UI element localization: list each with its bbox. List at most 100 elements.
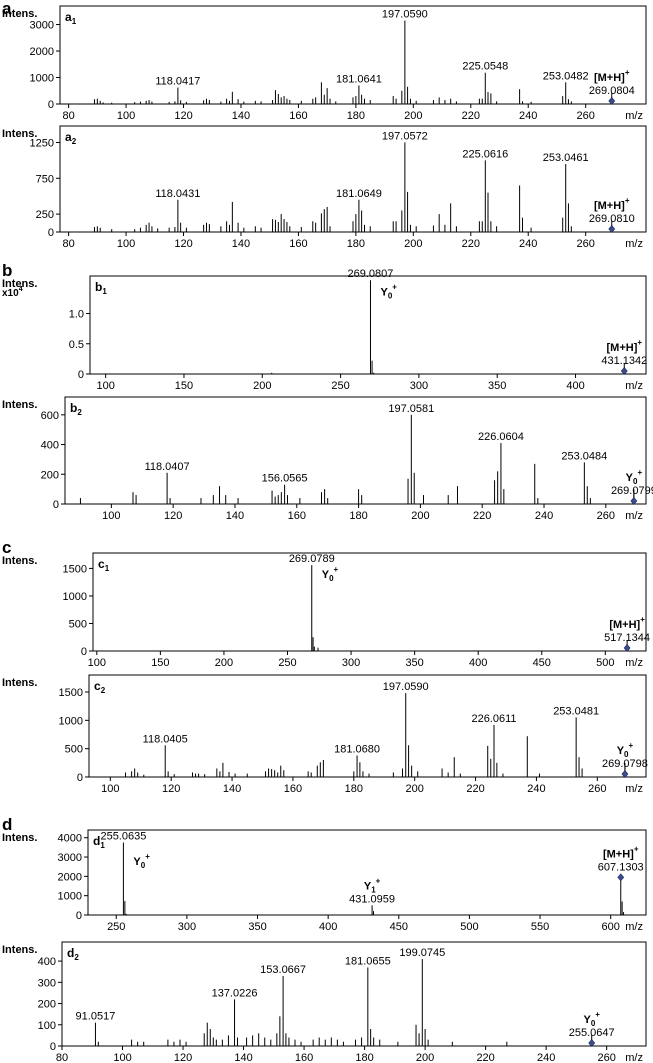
y-axis-label: Intens. (2, 8, 37, 20)
x-tick-label: 160 (295, 1052, 313, 1063)
x-tick-label: 220 (466, 783, 484, 795)
x-tick-label: 250 (278, 657, 296, 669)
x-tick-label: 260 (576, 238, 594, 250)
precursor-marker (618, 874, 624, 881)
x-tick-label: 200 (416, 1052, 434, 1063)
y-tick-label: 0 (77, 772, 83, 784)
y-tick-label: 0 (48, 99, 54, 111)
y-tick-label: 300 (38, 977, 56, 989)
x-tick-label: 80 (62, 238, 74, 250)
marker-ion-label: Y0+ (617, 741, 634, 759)
y-tick-label: 400 (38, 956, 56, 968)
x-axis-label: m/z (625, 238, 643, 250)
spectrum-panel-b1: Intens.x104b100.51.010015020025030035040… (2, 268, 647, 392)
peak-label: 225.0548 (462, 61, 508, 73)
precursor-marker (589, 1040, 595, 1047)
peak-label: 118.0417 (155, 76, 200, 88)
y-axis-label: Intens. (2, 555, 37, 567)
marker-ion-label: [M+H]+ (607, 338, 643, 354)
peak-label: 181.0649 (336, 188, 382, 200)
y-scale-label: x104 (2, 286, 23, 299)
x-tick-label: 240 (527, 783, 545, 795)
x-tick-label: 220 (462, 110, 480, 122)
marker-value: 607.1303 (598, 861, 644, 873)
x-tick-label: 100 (96, 380, 114, 392)
x-tick-label: 180 (347, 238, 365, 250)
plot-frame (65, 397, 646, 504)
x-tick-label: 120 (164, 510, 182, 522)
peak-label: 181.0641 (336, 73, 382, 85)
panel-label: c2 (94, 679, 106, 695)
x-tick-label: 80 (62, 110, 74, 122)
precursor-marker (609, 226, 615, 233)
y-tick-label: 2000 (30, 46, 54, 58)
x-tick-label: 200 (404, 238, 422, 250)
y-tick-label: 600 (41, 410, 59, 422)
peak-label: 253.0461 (543, 152, 589, 164)
x-axis-label: m/z (625, 657, 643, 669)
marker-ion-label: [M+H]+ (609, 615, 645, 631)
x-tick-label: 120 (174, 1052, 192, 1063)
panel-label: c1 (98, 557, 110, 573)
x-tick-label: 100 (113, 1052, 131, 1063)
spectrum-panels: Intens.a10100020003000801001201401601802… (2, 6, 653, 1063)
y-tick-label: 400 (41, 440, 59, 452)
y-tick-label: 1500 (59, 687, 83, 699)
plot-frame (89, 675, 646, 777)
peak-label: 253.0481 (553, 706, 599, 718)
marker-ion-label: Y0+ (583, 1010, 600, 1028)
peak-label: 156.0565 (262, 473, 308, 485)
plot-frame (60, 6, 646, 104)
x-tick-label: 120 (174, 110, 192, 122)
y-tick-label: 0 (78, 369, 84, 381)
x-tick-label: 240 (537, 1052, 555, 1063)
x-axis-label: m/z (625, 510, 643, 522)
x-tick-label: 200 (253, 380, 271, 392)
y-tick-label: 1500 (63, 563, 87, 575)
peak-label: 255.0635 (100, 831, 146, 843)
marker-value: 517.1344 (604, 632, 650, 644)
plot-frame (90, 276, 646, 374)
y-tick-label: 500 (69, 618, 87, 630)
x-tick-label: 120 (162, 783, 180, 795)
y-tick-label: 4000 (58, 833, 82, 845)
peak-label: 91.0517 (76, 1011, 116, 1023)
x-tick-label: 180 (349, 510, 367, 522)
x-tick-label: 100 (117, 110, 135, 122)
y-tick-label: 500 (65, 744, 83, 756)
precursor-marker (621, 368, 627, 375)
spectrum-panel-a2: Intens.a20250750125080100120140160180200… (2, 126, 646, 250)
spectrum-panel-d2: Intens.d20100200300400801001201401601802… (2, 942, 646, 1063)
ion-label: Y1+ (364, 876, 381, 894)
x-tick-label: 400 (319, 921, 337, 933)
marker-value: 269.0799 (611, 485, 653, 497)
x-tick-label: 160 (288, 510, 306, 522)
spectrum-panel-d1: Intens.d10100020003000400025030035040045… (2, 830, 646, 933)
x-tick-label: 600 (602, 921, 620, 933)
x-tick-label: 150 (151, 657, 169, 669)
y-tick-label: 0 (53, 499, 59, 511)
y-tick-label: 1.0 (69, 309, 84, 321)
y-tick-label: 2000 (58, 871, 82, 883)
marker-value: 269.0810 (589, 213, 635, 225)
y-axis-label: Intens. (2, 832, 37, 844)
peak-label: 269.0807 (348, 268, 394, 280)
peak-label: 137.0226 (212, 987, 258, 999)
x-tick-label: 450 (390, 921, 408, 933)
marker-ion-label: [M+H]+ (603, 844, 639, 860)
x-axis-label: m/z (625, 1052, 643, 1063)
x-tick-label: 180 (347, 110, 365, 122)
peak-label: 153.0667 (260, 964, 306, 976)
x-tick-label: 350 (488, 380, 506, 392)
x-tick-label: 140 (232, 110, 250, 122)
peak-label: 253.0482 (543, 70, 589, 82)
x-tick-label: 260 (588, 783, 606, 795)
y-tick-label: 1000 (59, 715, 83, 727)
x-tick-label: 100 (117, 238, 135, 250)
x-tick-label: 240 (535, 510, 553, 522)
x-tick-label: 240 (519, 238, 537, 250)
y-axis-label: Intens. (2, 944, 37, 956)
y-tick-label: 1000 (30, 73, 54, 85)
y-tick-label: 0.5 (69, 339, 84, 351)
